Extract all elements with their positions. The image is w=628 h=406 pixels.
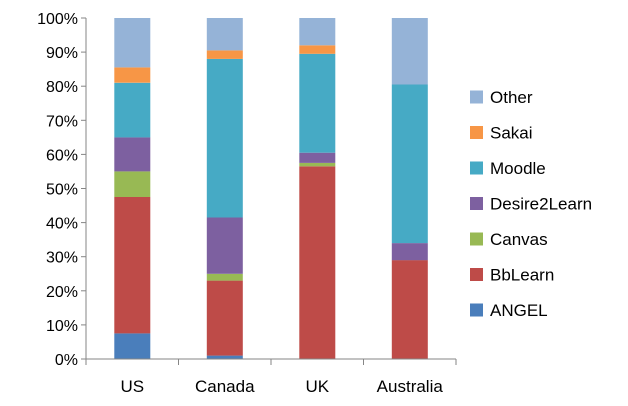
y-tick-label: 100%: [37, 11, 78, 28]
bar-segment-us-desire2learn: [114, 137, 151, 172]
legend-swatch-desire2learn: [470, 197, 483, 210]
axes: 0% 10% 20% 30% 40% 50% 60% 70% 80% 90% 100% US Canad…: [37, 11, 457, 396]
y-tick-label: 50%: [46, 182, 78, 199]
y-tick-label: 90%: [46, 45, 78, 62]
legend-label-angel: ANGEL: [490, 301, 548, 320]
bar-segment-us-bblearn: [114, 197, 151, 334]
bar-segment-us-sakai: [114, 67, 151, 83]
x-category-label: UK: [305, 377, 329, 396]
y-tick-label: 30%: [46, 250, 78, 267]
legend-label-moodle: Moodle: [490, 159, 546, 178]
bar-segment-canada-desire2learn: [206, 217, 243, 274]
bar-segment-us-moodle: [114, 82, 151, 138]
bar-segment-canada-other: [206, 18, 243, 51]
legend-swatch-sakai: [470, 126, 483, 139]
bar-segment-canada-sakai: [206, 50, 243, 59]
legend-swatch-moodle: [470, 161, 483, 175]
legend: Other Sakai Moodle Desire2Learn Canvas BbLear…: [470, 88, 592, 320]
legend-label-sakai: Sakai: [490, 124, 533, 143]
bar-segment-australia-other: [391, 18, 428, 85]
x-category-label: Australia: [377, 377, 444, 396]
bar-segment-uk-moodle: [299, 53, 336, 153]
y-tick-label: 60%: [46, 147, 78, 164]
bar-segment-us-canvas: [114, 171, 151, 197]
legend-swatch-canvas: [470, 232, 483, 246]
x-category-label: Canada: [195, 377, 255, 396]
bar-segment-canada-bblearn: [206, 280, 243, 356]
legend-label-desire2learn: Desire2Learn: [490, 195, 592, 214]
bar-segment-uk-desire2learn: [299, 152, 336, 163]
legend-swatch-other: [470, 90, 483, 104]
bars: [114, 18, 428, 359]
y-tick-label: 0%: [55, 352, 78, 369]
bar-segment-canada-moodle: [206, 58, 243, 218]
legend-label-canvas: Canvas: [490, 230, 548, 249]
bar-segment-uk-other: [299, 18, 336, 46]
legend-label-other: Other: [490, 88, 533, 107]
bar-segment-canada-angel: [206, 355, 243, 359]
y-tick-label: 80%: [46, 79, 78, 96]
bar-segment-australia-moodle: [391, 84, 428, 244]
bar-segment-uk-bblearn: [299, 166, 336, 359]
bar-segment-australia-desire2learn: [391, 243, 428, 261]
legend-swatch-angel: [470, 303, 483, 317]
legend-label-bblearn: BbLearn: [490, 266, 554, 285]
bar-segment-uk-sakai: [299, 45, 336, 54]
y-tick-label: 10%: [46, 318, 78, 335]
bar-segment-us-other: [114, 18, 151, 68]
bar-segment-australia-bblearn: [391, 260, 428, 359]
y-tick-label: 40%: [46, 216, 78, 233]
bar-segment-us-angel: [114, 333, 151, 359]
bar-segment-uk-canvas: [299, 162, 336, 167]
legend-swatch-bblearn: [470, 268, 483, 281]
bar-segment-canada-canvas: [206, 273, 243, 281]
y-tick-label: 70%: [46, 113, 78, 130]
x-category-label: US: [120, 377, 144, 396]
y-tick-label: 20%: [46, 284, 78, 301]
